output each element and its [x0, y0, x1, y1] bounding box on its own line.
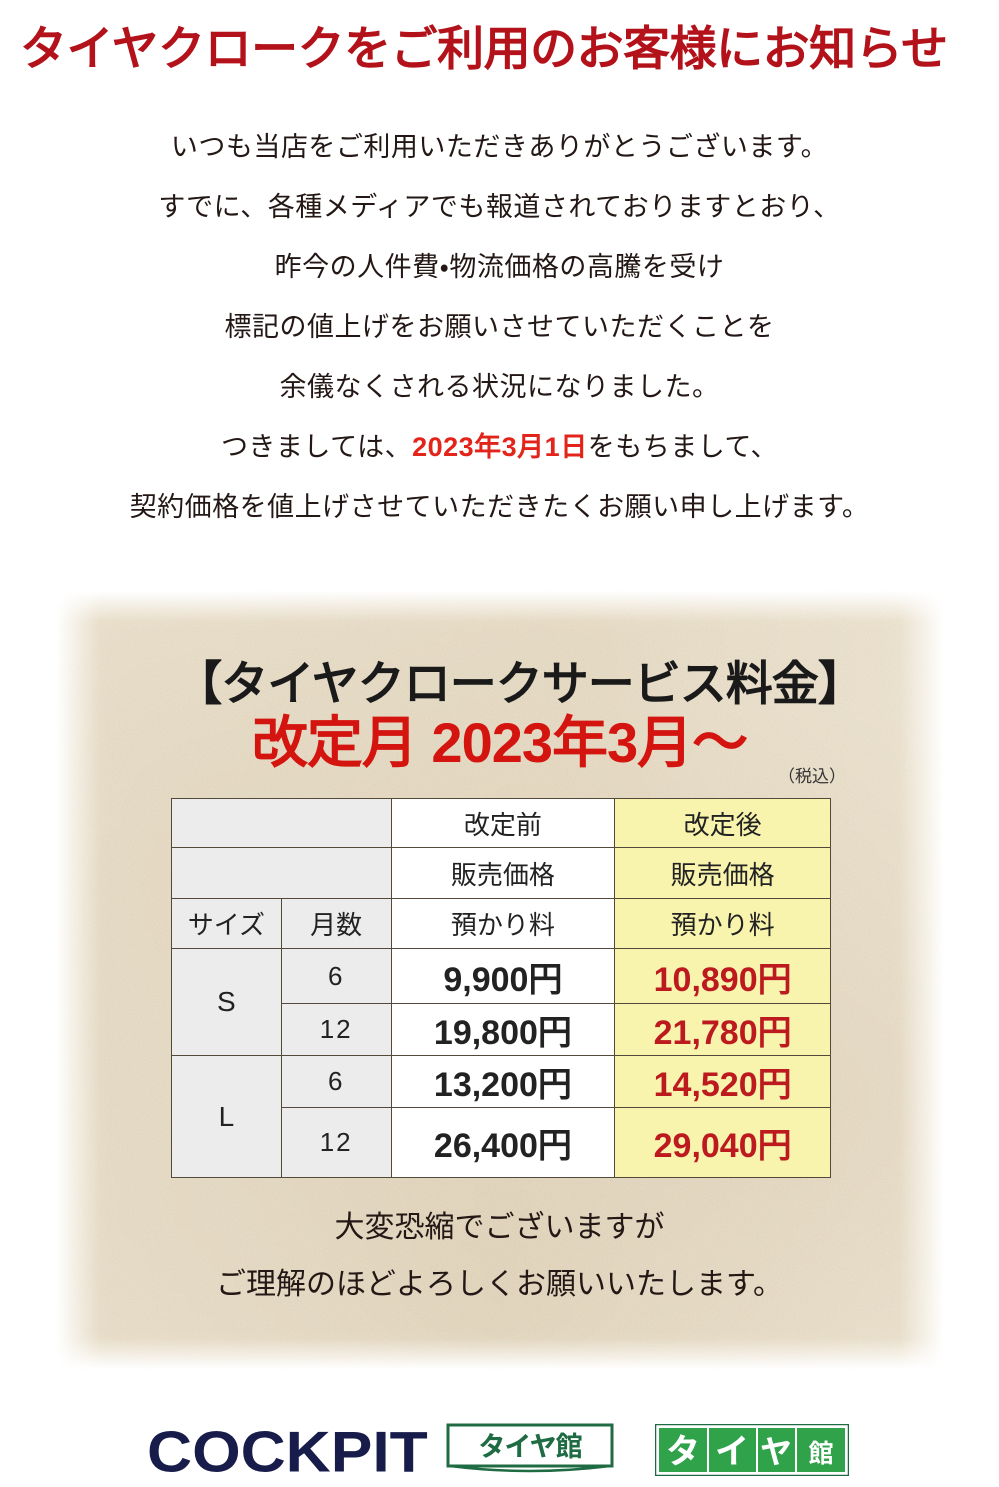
svg-text:館: 館 — [808, 1434, 833, 1470]
svg-text:タイヤ館: タイヤ館 — [478, 1425, 581, 1464]
svg-text:イ: イ — [715, 1424, 749, 1473]
svg-text:タ: タ — [666, 1424, 700, 1473]
svg-text:ヤ: ヤ — [760, 1427, 792, 1473]
